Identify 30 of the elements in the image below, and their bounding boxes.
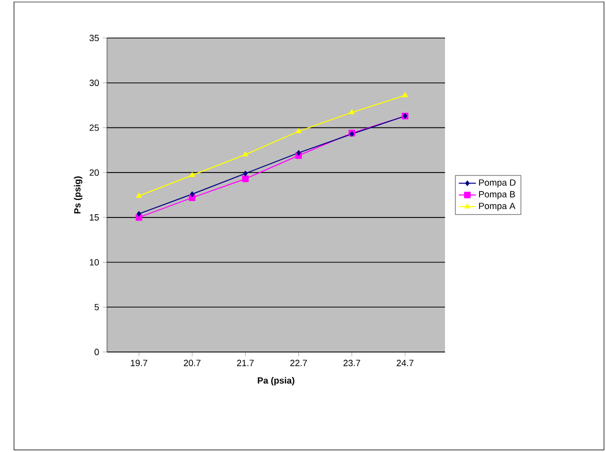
y-tick-label: 30 (90, 80, 99, 86)
point (296, 128, 302, 134)
point (242, 176, 249, 182)
legend-label: Pompa D (479, 179, 516, 188)
point (349, 109, 355, 114)
x-tick-label: 22.7 (290, 360, 307, 366)
x-axis-title: Pa (psia) (258, 377, 294, 386)
x-tick-label: 23.7 (344, 360, 360, 366)
point (242, 152, 248, 156)
y-tick-label: 15 (90, 214, 99, 221)
point (190, 191, 194, 197)
y-tick-label: 10 (90, 259, 99, 266)
point (402, 92, 408, 98)
x-tick-label: 20.7 (184, 360, 200, 366)
point (136, 211, 142, 217)
point (296, 150, 301, 156)
y-tick-label: 20 (90, 169, 99, 176)
point (243, 170, 248, 176)
y-axis-title: Ps (psig) (74, 176, 82, 214)
y-tick-label: 0 (94, 348, 99, 356)
x-tick-label: 19.7 (130, 360, 148, 366)
legend-label: Pompa B (479, 191, 515, 200)
x-tick-label: 21.7 (237, 360, 254, 366)
point (189, 172, 195, 178)
x-tick-label: 24.7 (396, 360, 414, 366)
y-tick-label: 5 (94, 304, 99, 310)
point (136, 192, 142, 198)
legend-label: Pompa A (479, 202, 516, 211)
y-tick-label: 25 (90, 124, 99, 131)
y-tick-label: 35 (90, 34, 99, 42)
